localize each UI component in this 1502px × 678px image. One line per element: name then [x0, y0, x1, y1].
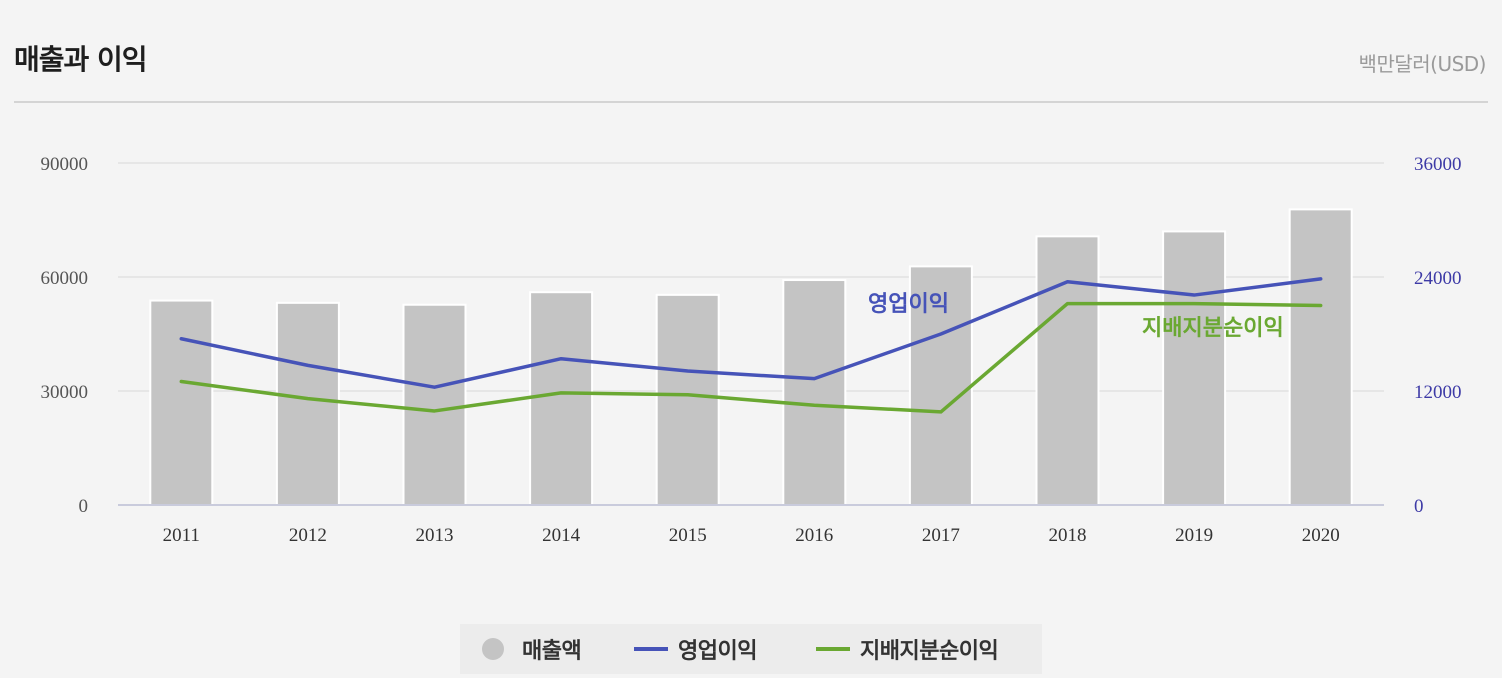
legend-label-operating-profit: 영업이익 — [678, 639, 757, 664]
sales-bar — [1162, 230, 1227, 506]
legend-label-sales: 매출액 — [522, 639, 582, 664]
legend-item-operating-profit[interactable]: 영업이익 — [634, 624, 757, 674]
sales-bar — [782, 279, 847, 507]
legend-marker-operating-profit — [634, 647, 668, 651]
x-axis-tick-label: 2016 — [795, 525, 833, 546]
legend-marker-sales — [482, 638, 504, 660]
left-axis-tick-label: 90000 — [41, 154, 89, 175]
x-axis-tick-label: 2018 — [1049, 525, 1087, 546]
line-series — [179, 277, 1323, 414]
legend-label-net-income: 지배지분순이익 — [860, 639, 999, 664]
left-axis-tick-label: 0 — [79, 496, 89, 517]
combo-chart: 0 30000 60000 90000 0 12000 24000 36000 2011 2012… — [41, 154, 1462, 546]
operating-profit-line — [179, 277, 1323, 389]
x-axis-tick-label: 2017 — [922, 525, 960, 546]
x-axis-tick-label: 2020 — [1302, 525, 1340, 546]
chart-title: 매출과 이익 — [14, 43, 148, 76]
left-axis-tick-label: 30000 — [41, 382, 89, 403]
x-axis-tick-label: 2011 — [163, 525, 200, 546]
operating-profit-series-label: 영업이익 — [868, 292, 949, 317]
sales-bar — [1288, 208, 1353, 507]
x-axis-tick-label: 2012 — [289, 525, 327, 546]
legend-item-sales[interactable]: 매출액 — [482, 624, 582, 674]
net-income-series-label: 지배지분순이익 — [1142, 316, 1284, 341]
sales-bar — [529, 291, 594, 507]
right-axis-tick-label: 24000 — [1414, 268, 1462, 289]
sales-bar — [149, 299, 214, 506]
legend: 매출액 영업이익 지배지분순이익 — [460, 624, 1042, 674]
left-axis-tick-label: 60000 — [41, 268, 89, 289]
right-axis-tick-label: 36000 — [1414, 154, 1462, 175]
sales-bar — [1035, 235, 1100, 506]
legend-item-net-income[interactable]: 지배지분순이익 — [816, 624, 999, 674]
x-axis-tick-label: 2019 — [1175, 525, 1213, 546]
sales-bar — [275, 301, 340, 506]
legend-marker-net-income — [816, 647, 850, 651]
x-axis-tick-label: 2015 — [669, 525, 707, 546]
net-income-line — [179, 301, 1323, 414]
x-axis-tick-label: 2013 — [416, 525, 454, 546]
sales-bar — [655, 293, 720, 506]
unit-label: 백만달러(USD) — [1358, 52, 1487, 76]
header-divider — [14, 101, 1488, 103]
right-axis-tick-label: 12000 — [1414, 382, 1462, 403]
right-axis-tick-label: 0 — [1414, 496, 1424, 517]
bar-series — [149, 208, 1353, 507]
x-axis-tick-label: 2014 — [542, 525, 581, 546]
sales-bar — [402, 303, 467, 506]
axes: 0 30000 60000 90000 0 12000 24000 36000 2011 2012… — [41, 154, 1462, 546]
